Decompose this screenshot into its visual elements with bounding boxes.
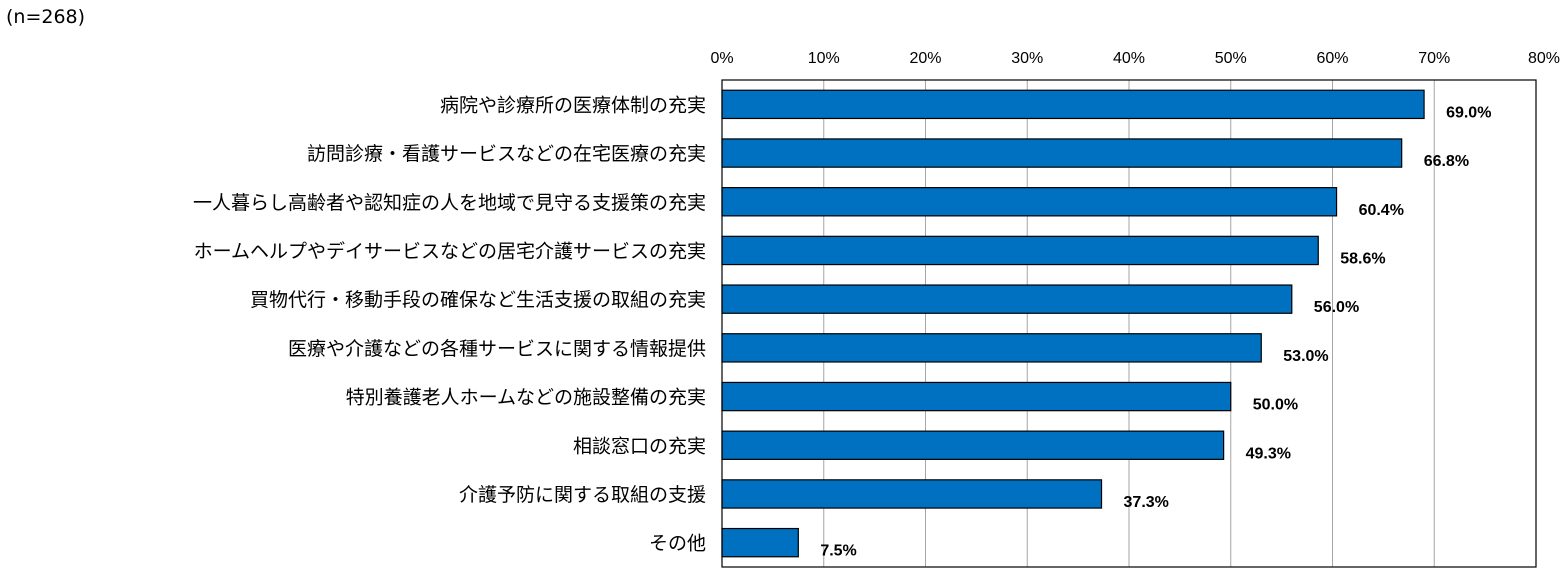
x-tick-label: 70% (1418, 50, 1450, 67)
category-label: その他 (649, 533, 706, 555)
bar (721, 333, 1262, 363)
category-label: 買物代行・移動手段の確保など生活支援の取組の充実 (250, 289, 706, 311)
category-label: 相談窓口の充実 (573, 435, 706, 457)
data-label: 69.0% (1446, 104, 1491, 121)
category-labels: 病院や診療所の医療体制の充実訪問診療・看護サービスなどの在宅医療の充実一人暮らし… (193, 94, 706, 554)
data-labels: 69.0% 66.8% 60.4% 58.6% 56.0% 53.0% 50.0% 49.3%… (820, 104, 1491, 559)
x-tick-label: 60% (1316, 50, 1348, 67)
data-label: 49.3% (1246, 445, 1291, 462)
bar (721, 381, 1232, 412)
bar (721, 284, 1293, 314)
category-label: 医療や介護などの各種サービスに関する情報提供 (288, 338, 706, 360)
bar (721, 187, 1338, 217)
sample-size-note: (n=268) (6, 6, 86, 28)
bars (721, 89, 1425, 558)
data-label: 50.0% (1253, 397, 1298, 414)
x-tick-labels: 0% 10% 20% 30% 40% 50% 60% 70% 80% (710, 50, 1560, 67)
data-label: 60.4% (1359, 202, 1404, 219)
x-tick-label: 10% (808, 50, 840, 67)
data-label: 37.3% (1124, 494, 1169, 511)
category-label: 一人暮らし高齢者や認知症の人を地域で見守る支援策の充実 (193, 192, 706, 214)
x-tick-label: 0% (710, 50, 733, 67)
x-tick-label: 80% (1528, 50, 1560, 67)
bar (721, 89, 1425, 120)
bar (721, 479, 1103, 509)
category-label: 介護予防に関する取組の支援 (459, 484, 706, 506)
data-label: 53.0% (1283, 348, 1328, 365)
x-tick-label: 20% (909, 50, 941, 67)
data-label: 66.8% (1424, 153, 1469, 170)
category-label: 訪問診療・看護サービスなどの在宅医療の充実 (307, 143, 706, 165)
bar (721, 235, 1319, 266)
x-tick-label: 50% (1215, 50, 1247, 67)
bar (721, 138, 1403, 168)
category-label: 病院や診療所の医療体制の充実 (440, 94, 706, 116)
category-label: 特別養護老人ホームなどの施設整備の充実 (346, 387, 706, 409)
x-tick-label: 40% (1113, 50, 1145, 67)
bar (721, 430, 1225, 460)
x-tick-label: 30% (1011, 50, 1043, 67)
category-label: ホームヘルプやデイサービスなどの居宅介護サービスの充実 (194, 240, 706, 262)
data-label: 7.5% (820, 543, 856, 560)
data-label: 58.6% (1340, 250, 1385, 267)
plot-frame (721, 79, 1537, 568)
bar (721, 527, 799, 558)
data-label: 56.0% (1314, 299, 1359, 316)
